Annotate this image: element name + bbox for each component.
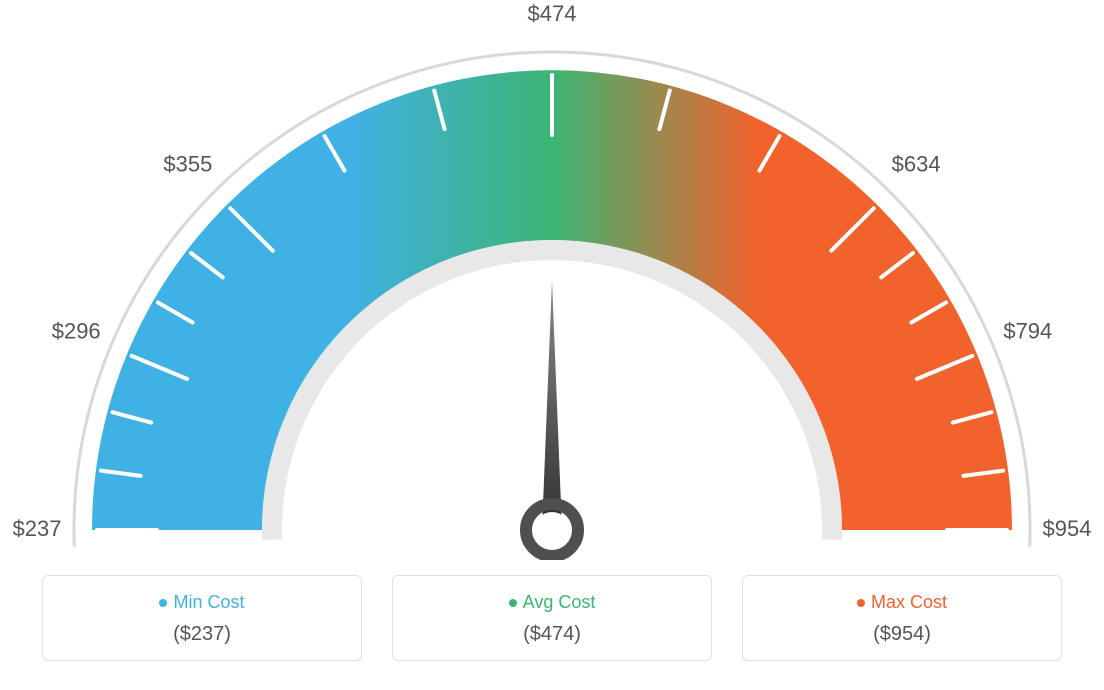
legend-title-text: Min Cost bbox=[173, 592, 244, 612]
legend-card-min: Min Cost ($237) bbox=[42, 575, 362, 661]
legend-title-text: Max Cost bbox=[871, 592, 947, 612]
legend-row: Min Cost ($237) Avg Cost ($474) Max Cost… bbox=[0, 575, 1104, 661]
legend-value-avg: ($474) bbox=[403, 623, 701, 646]
legend-title-max: Max Cost bbox=[753, 592, 1051, 613]
legend-value-min: ($237) bbox=[53, 623, 351, 646]
legend-title-avg: Avg Cost bbox=[403, 592, 701, 613]
svg-text:$794: $794 bbox=[1003, 319, 1052, 344]
legend-value-max: ($954) bbox=[753, 623, 1051, 646]
legend-title-min: Min Cost bbox=[53, 592, 351, 613]
dot-icon bbox=[159, 599, 167, 607]
gauge-svg: $237 $296 $355 $474 $634 $794 $954 bbox=[0, 0, 1104, 560]
dot-icon bbox=[509, 599, 517, 607]
svg-text:$954: $954 bbox=[1043, 516, 1092, 541]
dot-icon bbox=[857, 599, 865, 607]
gauge-chart: $237 $296 $355 $474 $634 $794 $954 bbox=[0, 0, 1104, 560]
legend-card-avg: Avg Cost ($474) bbox=[392, 575, 712, 661]
legend-title-text: Avg Cost bbox=[523, 592, 596, 612]
svg-text:$296: $296 bbox=[52, 319, 101, 344]
legend-card-max: Max Cost ($954) bbox=[742, 575, 1062, 661]
svg-text:$634: $634 bbox=[892, 152, 941, 177]
svg-text:$474: $474 bbox=[528, 1, 577, 26]
svg-text:$237: $237 bbox=[13, 516, 62, 541]
svg-text:$355: $355 bbox=[163, 152, 212, 177]
